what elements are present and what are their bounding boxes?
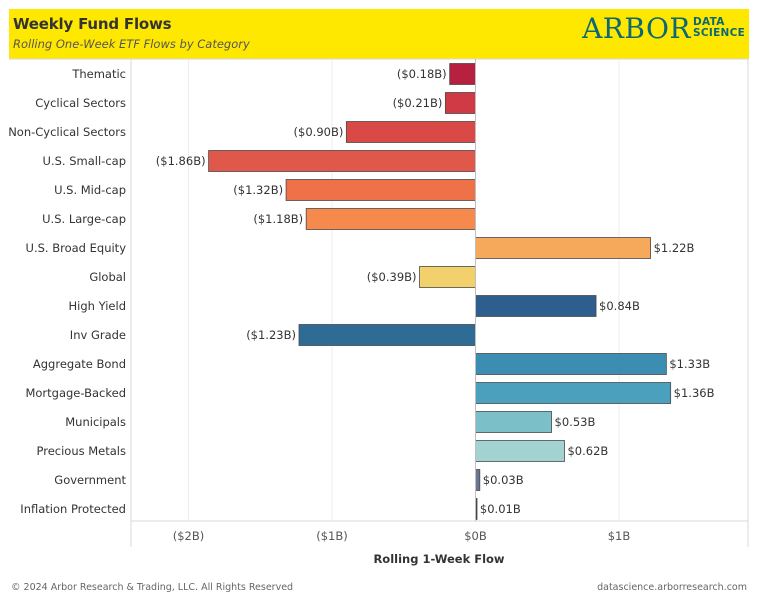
chart-subtitle: Rolling One-Week ETF Flows by Category	[13, 37, 250, 51]
data-label: $0.62B	[567, 444, 608, 458]
data-label: ($1.18B)	[253, 212, 303, 226]
data-label: ($0.39B)	[367, 270, 417, 284]
category-label: Cyclical Sectors	[35, 96, 126, 110]
category-label: Inv Grade	[70, 328, 126, 342]
category-label: Non-Cyclical Sectors	[8, 125, 126, 139]
category-label: U.S. Small-cap	[43, 154, 126, 168]
bar	[444, 92, 476, 114]
category-label: Inflation Protected	[20, 502, 126, 516]
data-label: $1.36B	[674, 386, 715, 400]
website-link[interactable]: datascience.arborresearch.com	[597, 582, 747, 593]
data-label: $1.33B	[669, 357, 710, 371]
data-label: $0.01B	[480, 502, 521, 516]
bar	[345, 121, 476, 143]
bar	[475, 469, 481, 491]
data-label: ($1.23B)	[246, 328, 296, 342]
category-label: High Yield	[69, 299, 126, 313]
data-label: $0.03B	[483, 473, 524, 487]
chart-title: Weekly Fund Flows	[13, 15, 172, 33]
bar	[305, 208, 476, 230]
category-label: U.S. Mid-cap	[54, 183, 126, 197]
bar	[285, 179, 476, 201]
category-label: U.S. Large-cap	[42, 212, 126, 226]
bar	[298, 324, 476, 346]
category-label: Aggregate Bond	[33, 357, 126, 371]
bar	[475, 237, 651, 259]
x-tick-label: ($1B)	[316, 529, 348, 543]
category-label: Thematic	[71, 67, 126, 81]
data-label: $0.53B	[555, 415, 596, 429]
data-label: ($1.86B)	[156, 154, 206, 168]
bar	[419, 266, 476, 288]
x-tick-label: $0B	[464, 529, 487, 543]
category-label: Global	[89, 270, 126, 284]
category-label: Municipals	[65, 415, 126, 429]
data-label: ($1.32B)	[233, 183, 283, 197]
bar	[475, 440, 565, 462]
category-label: Mortgage-Backed	[25, 386, 126, 400]
category-label: Government	[54, 473, 126, 487]
x-tick-label: ($2B)	[173, 529, 205, 543]
bar	[475, 295, 597, 317]
arbor-logo: ARBOR	[582, 12, 691, 45]
data-label: ($0.90B)	[294, 125, 344, 139]
data-label: $0.84B	[599, 299, 640, 313]
x-axis-title: Rolling 1-Week Flow	[373, 552, 504, 566]
data-label: ($0.21B)	[393, 96, 443, 110]
category-label: Precious Metals	[36, 444, 126, 458]
category-label: U.S. Broad Equity	[26, 241, 127, 255]
x-tick-label: $1B	[608, 529, 631, 543]
bar	[208, 150, 476, 172]
data-label: ($0.18B)	[397, 67, 447, 81]
arbor-logo-subtitle: DATA SCIENCE	[693, 16, 746, 39]
bar	[475, 353, 667, 375]
bar	[475, 382, 672, 404]
copyright-notice: © 2024 Arbor Research & Trading, LLC. Al…	[11, 582, 294, 593]
data-label: $1.22B	[654, 241, 695, 255]
bar	[475, 411, 552, 433]
header-banner: Weekly Fund Flows Rolling One-Week ETF F…	[9, 9, 749, 59]
bar	[449, 63, 476, 85]
